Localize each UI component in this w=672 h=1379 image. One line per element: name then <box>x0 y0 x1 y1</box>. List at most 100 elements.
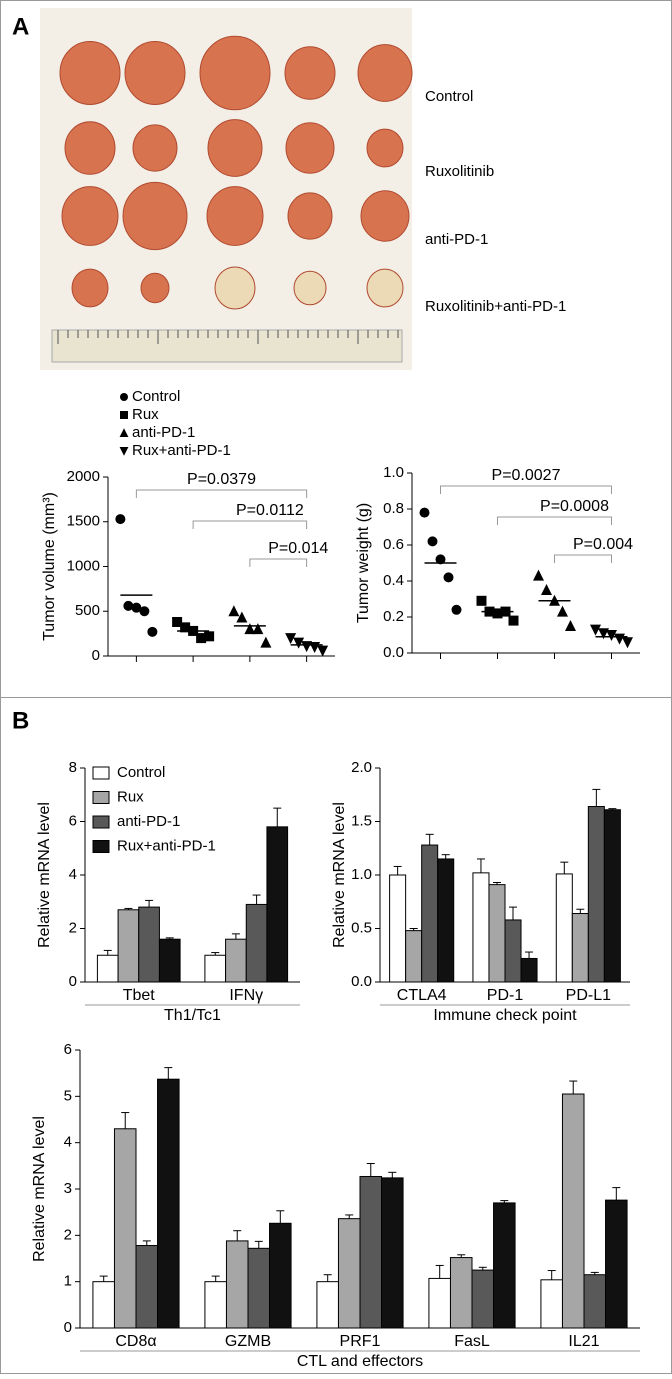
tumor <box>64 121 116 175</box>
legend-label: Control <box>117 764 165 781</box>
point <box>427 536 438 547</box>
y-tick-label: 2.0 <box>351 759 372 776</box>
tumor <box>61 186 119 246</box>
y-tick-label: 2000 <box>67 468 100 485</box>
tumor <box>366 128 404 168</box>
y-tick-label: 0.0 <box>383 644 404 661</box>
bar <box>437 858 455 983</box>
bar <box>555 873 573 983</box>
legend-swatch <box>92 791 110 804</box>
tumor <box>206 186 264 246</box>
tumor <box>284 46 336 100</box>
photo-label: Ruxolitinib <box>425 163 494 180</box>
point <box>622 637 633 649</box>
photo-label: Control <box>425 88 473 105</box>
bar <box>520 957 538 983</box>
point <box>115 514 126 525</box>
y-tick-label: 2 <box>64 1226 72 1243</box>
bar <box>493 1202 516 1329</box>
legend-marker <box>120 393 128 401</box>
point <box>236 611 248 623</box>
bar <box>337 1218 361 1329</box>
tumor <box>293 270 327 306</box>
bar <box>571 913 589 983</box>
bar <box>359 1175 383 1329</box>
y-tick-label: 0.4 <box>383 572 404 589</box>
point <box>252 623 264 635</box>
x-tick-label: PD-1 <box>487 987 524 1004</box>
y-tick-label: 1.5 <box>351 812 372 829</box>
tumor <box>287 192 333 240</box>
point <box>293 637 305 649</box>
panel-label: A <box>12 13 29 40</box>
bar <box>488 884 506 983</box>
bar <box>561 1093 585 1329</box>
tumor <box>140 272 170 304</box>
y-tick-label: 6 <box>64 1041 72 1058</box>
legend-marker <box>119 447 129 456</box>
point <box>147 626 158 637</box>
bar <box>135 1245 159 1329</box>
bar <box>247 1247 271 1329</box>
x-tick-label: GZMB <box>225 1333 271 1350</box>
group-label: Immune check point <box>433 1007 577 1024</box>
y-tick-label: 1 <box>64 1273 72 1290</box>
y-tick-label: 4 <box>69 866 77 883</box>
tumor <box>132 124 178 172</box>
legend-label: Control <box>132 388 180 405</box>
group-label: CTL and effectors <box>297 1353 423 1370</box>
x-tick-label: CD8α <box>115 1333 156 1350</box>
p-value: P=0.004 <box>573 536 633 553</box>
bar <box>471 1269 495 1329</box>
legend-marker <box>120 411 128 419</box>
tumor-photo <box>40 8 413 370</box>
point <box>131 602 142 613</box>
photo-label: anti-PD-1 <box>425 231 488 248</box>
point <box>244 623 256 635</box>
bar <box>449 1257 473 1329</box>
point <box>204 631 215 642</box>
point <box>565 620 576 631</box>
point <box>598 628 609 640</box>
significance-bracket <box>192 520 308 529</box>
x-tick-label: PD-L1 <box>566 987 611 1004</box>
p-value: P=0.0379 <box>187 471 256 488</box>
bar <box>381 1177 404 1329</box>
y-tick-label: 0.0 <box>351 973 372 990</box>
y-tick-label: 0.2 <box>383 608 404 625</box>
y-tick-label: 1000 <box>67 557 100 574</box>
y-tick-label: 4 <box>64 1134 72 1151</box>
point <box>285 633 297 645</box>
tumor <box>214 266 256 310</box>
y-axis-label: Relative mRNA level <box>31 1116 48 1262</box>
bar <box>138 906 160 983</box>
y-axis-label: Relative mRNA level <box>36 802 53 948</box>
x-tick-label: FasL <box>454 1333 490 1350</box>
bar <box>583 1274 607 1329</box>
tumor <box>360 190 410 242</box>
y-tick-label: 1.0 <box>351 866 372 883</box>
legend-swatch <box>92 766 110 780</box>
bar <box>225 938 247 983</box>
y-tick-label: 6 <box>69 812 77 829</box>
point <box>541 584 552 595</box>
significance-bracket <box>440 485 612 494</box>
legend-label: anti-PD-1 <box>117 813 180 830</box>
point <box>508 615 519 626</box>
legend-swatch <box>92 815 110 829</box>
legend-label: Rux <box>117 788 144 805</box>
bar <box>225 1240 249 1329</box>
tumor <box>199 35 271 111</box>
legend-label: Rux <box>132 406 159 423</box>
bar <box>316 1281 339 1329</box>
significance-bracket <box>135 489 308 498</box>
y-tick-label: 0.5 <box>351 919 372 936</box>
y-tick-label: 0 <box>69 973 77 990</box>
tumor <box>207 119 263 177</box>
y-axis-label: Tumor volume (mm³) <box>41 492 58 641</box>
tumor <box>71 268 109 308</box>
bar <box>204 954 227 983</box>
bar <box>117 909 140 983</box>
significance-bracket <box>497 516 612 525</box>
